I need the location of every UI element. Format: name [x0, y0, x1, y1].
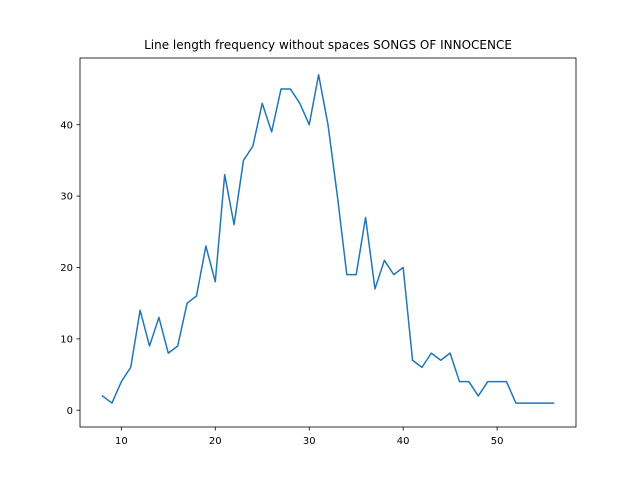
plot-area: 10 20 30 40 50 0 10 20 30 40: [60, 57, 577, 447]
y-axis: 0 10 20 30 40: [60, 120, 80, 417]
y-tick-label: 30: [60, 192, 73, 203]
x-tick-label: 40: [397, 436, 410, 447]
axes-frame: [79, 57, 577, 428]
x-tick-label: 20: [209, 436, 222, 447]
y-tick-label: 20: [60, 263, 73, 274]
x-tick-label: 50: [491, 436, 504, 447]
series-line: [101, 74, 555, 404]
chart-title: Line length frequency without spaces SON…: [144, 38, 512, 52]
x-tick-label: 10: [115, 436, 128, 447]
y-tick-label: 10: [60, 334, 73, 345]
x-tick-label: 30: [303, 436, 316, 447]
y-tick-label: 40: [60, 120, 73, 131]
axes-background: [80, 58, 576, 427]
x-axis: 10 20 30 40 50: [115, 427, 503, 447]
y-tick-label: 0: [67, 406, 73, 417]
